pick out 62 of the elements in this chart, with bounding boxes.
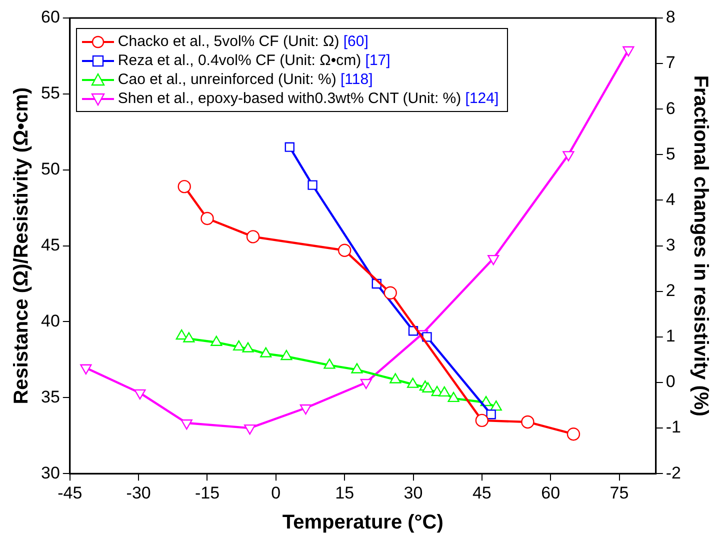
point	[407, 378, 419, 388]
point	[521, 415, 534, 429]
point	[438, 386, 450, 397]
y2-tick-label: 5	[666, 144, 676, 164]
point	[178, 180, 191, 194]
point	[448, 392, 460, 402]
point	[351, 363, 363, 374]
point	[280, 350, 292, 360]
point	[324, 358, 336, 369]
x-tick-label: 75	[610, 483, 629, 502]
legend-label: Cao et al., unreinforced (Unit: %) [118]	[118, 70, 373, 89]
y2-tick-label: 8	[666, 8, 676, 27]
point	[308, 180, 318, 190]
point	[183, 332, 195, 342]
point	[566, 428, 580, 441]
point	[338, 244, 352, 257]
point	[562, 151, 574, 162]
y2-tick-label: 2	[666, 281, 676, 300]
x-tick-label: 60	[541, 483, 560, 502]
legend-label: Chacko et al., 5vol% CF (Unit: Ω) [60]	[118, 32, 368, 51]
y-tick-label: 35	[40, 387, 60, 406]
y2-tick-label: -2	[666, 463, 682, 482]
x-tick-label: -15	[194, 483, 220, 502]
y-tick-label: 30	[40, 463, 60, 482]
point	[233, 340, 245, 351]
y2-axis-title: Fractional changes in resistivity (%)	[689, 75, 712, 416]
x-tick-label: -30	[126, 483, 151, 502]
x-tick-label: 15	[335, 483, 354, 502]
point	[622, 46, 634, 56]
x-axis-title: Temperature (°C)	[282, 512, 444, 534]
y2-tick-label: 7	[666, 53, 676, 72]
point	[176, 329, 188, 340]
y-axis-title: Resistance (Ω)/Resistivity (Ω•cm)	[10, 87, 33, 404]
legend-label: Reza et al., 0.4vol% CF (Unit: Ω•cm) [17]	[118, 51, 390, 70]
y2-tick-label: 6	[666, 98, 676, 118]
y2-tick-label: 0	[666, 372, 676, 392]
point	[422, 382, 434, 392]
point	[242, 342, 254, 352]
y2-tick-label: 4	[666, 190, 676, 209]
point	[210, 336, 222, 346]
y2-tick-label: 1	[666, 326, 676, 346]
y-tick-label: 60	[40, 8, 60, 27]
legend-label: Shen et al., epoxy-based with0.3wt% CNT (Unit: %) [124]	[118, 89, 499, 108]
point	[284, 142, 294, 152]
point	[390, 373, 402, 384]
point	[260, 347, 272, 358]
x-tick-label: -45	[58, 483, 82, 502]
y2-tick-label: -1	[666, 418, 682, 437]
point	[490, 400, 502, 411]
point	[246, 230, 260, 244]
y-tick-label: 50	[40, 160, 60, 179]
y2-tick-label: 3	[666, 235, 676, 254]
point	[486, 410, 496, 420]
point	[200, 212, 214, 226]
y-tick-label: 45	[40, 235, 60, 254]
x-tick-label: 0	[271, 483, 281, 502]
y-tick-label: 40	[40, 311, 60, 330]
point	[384, 286, 397, 300]
x-tick-label: 45	[472, 483, 492, 502]
x-tick-label: 30	[404, 483, 423, 502]
point	[475, 414, 489, 428]
y-tick-label: 55	[40, 84, 60, 103]
